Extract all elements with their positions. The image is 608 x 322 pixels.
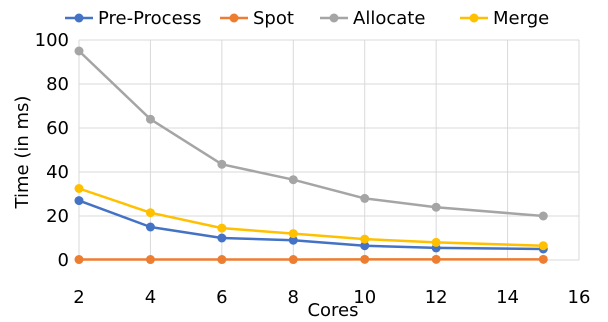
series-merge [75,184,548,250]
data-point [146,223,155,232]
data-point [432,203,441,212]
data-point [75,47,84,56]
legend-marker [230,14,239,23]
series-allocate [75,47,548,221]
data-point [289,229,298,238]
x-tick-label: 12 [425,287,448,308]
y-tick-label: 60 [46,118,69,139]
legend-label: Spot [253,8,294,29]
series-spot [75,255,548,264]
data-point [75,196,84,205]
series-line [79,51,543,216]
x-tick-label: 6 [216,287,227,308]
y-tick-label: 100 [35,30,69,51]
data-point [289,255,298,264]
series-group [75,47,548,265]
legend-item: Allocate [320,8,425,29]
y-tick-label: 80 [46,74,69,95]
x-tick-label: 14 [496,287,519,308]
y-tick-label: 20 [46,206,69,227]
data-point [217,255,226,264]
data-point [146,255,155,264]
data-point [217,160,226,169]
data-point [539,255,548,264]
x-tick-label: 8 [288,287,299,308]
data-point [360,235,369,244]
data-point [75,184,84,193]
data-point [75,255,84,264]
legend-label: Merge [493,8,549,29]
data-point [289,175,298,184]
data-point [432,238,441,247]
y-axis-ticks: 0 20 40 60 80 100 [35,30,69,271]
data-point [360,194,369,203]
y-tick-label: 40 [46,162,69,183]
legend-marker [330,14,339,23]
legend-item: Pre-Process [65,8,201,29]
y-axis-title: Time (in ms) [12,96,33,210]
legend: Pre-Process Spot Allocate Merge [65,8,549,29]
series-line [79,189,543,246]
legend-marker [470,14,479,23]
data-point [360,255,369,264]
x-tick-label: 2 [73,287,84,308]
data-point [217,224,226,233]
x-axis-title: Cores [307,300,358,321]
legend-label: Pre-Process [98,8,201,29]
x-tick-label: 4 [145,287,156,308]
data-point [539,241,548,250]
y-tick-label: 0 [58,250,69,271]
data-point [217,234,226,243]
data-point [432,255,441,264]
data-point [146,115,155,124]
legend-label: Allocate [353,8,425,29]
legend-marker [75,14,84,23]
legend-item: Spot [220,8,294,29]
data-point [146,208,155,217]
legend-item: Merge [460,8,549,29]
x-tick-label: 16 [568,287,591,308]
data-point [539,212,548,221]
